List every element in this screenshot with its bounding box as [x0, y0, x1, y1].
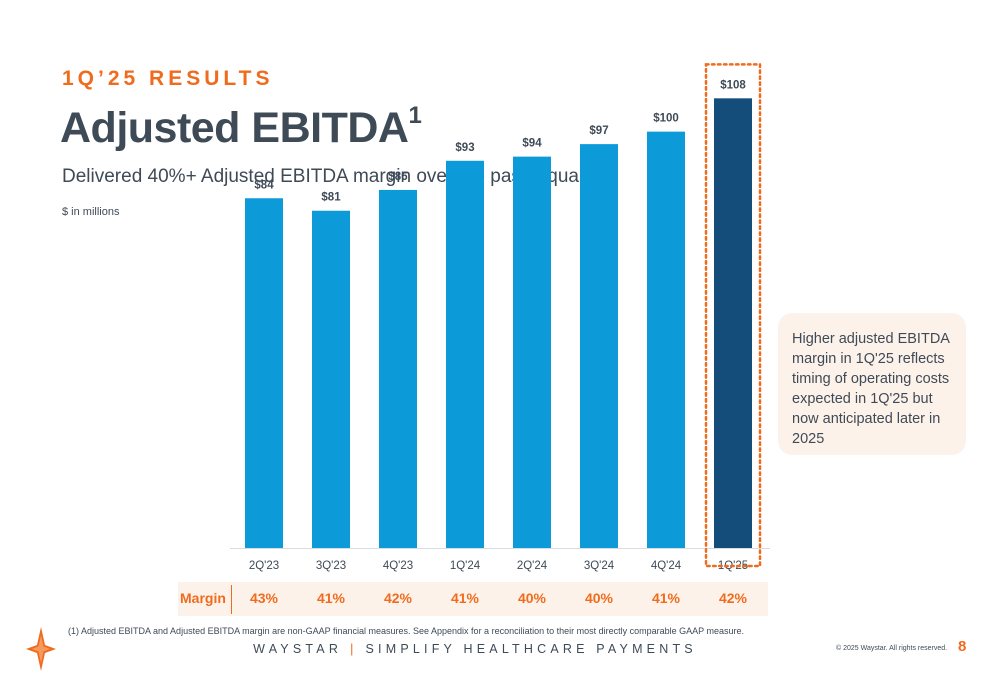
title-footnote-marker: 1 [408, 101, 422, 129]
slide-title-text: Adjusted EBITDA [60, 104, 409, 152]
bar-data-label-6: $100 [653, 113, 679, 125]
bar-data-label-5: $97 [589, 125, 608, 137]
bar-5 [580, 144, 618, 549]
page-number: 8 [958, 638, 967, 655]
callout-box: Higher adjusted EBITDA margin in 1Q'25 r… [778, 313, 966, 455]
x-tick-label-4: 2Q'24 [517, 560, 548, 572]
bar-6 [647, 131, 685, 549]
section-eyebrow: 1Q’25 RESULTS [62, 67, 274, 90]
bar-4 [513, 156, 551, 549]
margin-value-5: 40% [584, 590, 614, 606]
bar-data-label-7: $108 [720, 79, 746, 91]
waystar-logo-icon [26, 627, 56, 671]
margin-value-2: 42% [383, 590, 413, 606]
bar-3 [446, 160, 484, 549]
footer-tagline-text: SIMPLIFY HEALTHCARE PAYMENTS [365, 642, 697, 656]
bar-2 [379, 189, 417, 548]
margin-row-background [178, 582, 768, 616]
units-note: $ in millions [62, 206, 120, 218]
margin-value-3: 41% [450, 590, 480, 606]
footer-tagline: WAYSTAR | SIMPLIFY HEALTHCARE PAYMENTS [0, 642, 1000, 656]
bar-data-label-0: $84 [254, 179, 274, 191]
x-tick-label-1: 3Q'23 [316, 560, 346, 572]
bar-data-label-1: $81 [321, 192, 341, 204]
bar-7 [714, 98, 752, 548]
x-tick-label-3: 1Q'24 [450, 560, 481, 572]
margin-value-4: 40% [517, 590, 547, 606]
margin-value-0: 43% [249, 590, 279, 606]
bar-data-label-2: $86 [388, 171, 407, 183]
x-tick-label-2: 4Q'23 [383, 560, 413, 572]
bar-0 [245, 198, 283, 548]
margin-value-1: 41% [316, 590, 346, 606]
bar-data-label-3: $93 [455, 142, 474, 154]
x-tick-label-0: 2Q'23 [249, 560, 279, 572]
footer-separator: | [350, 642, 358, 656]
margin-row-divider [231, 585, 232, 614]
x-tick-label-5: 3Q'24 [584, 560, 615, 572]
footer-brand: WAYSTAR [253, 642, 343, 656]
slide-title: Adjusted EBITDA1 [60, 101, 422, 153]
bar-data-label-4: $94 [522, 138, 542, 150]
margin-value-7: 42% [718, 590, 748, 606]
margin-row-label: Margin [180, 590, 226, 606]
x-tick-label-6: 4Q'24 [651, 560, 682, 572]
highlight-outline [704, 63, 762, 568]
copyright-notice: © 2025 Waystar. All rights reserved. [836, 645, 948, 652]
bar-1 [312, 210, 350, 548]
margin-value-6: 41% [651, 590, 681, 606]
callout-text: Higher adjusted EBITDA margin in 1Q'25 r… [792, 331, 950, 447]
footnote: (1) Adjusted EBITDA and Adjusted EBITDA … [68, 626, 745, 636]
